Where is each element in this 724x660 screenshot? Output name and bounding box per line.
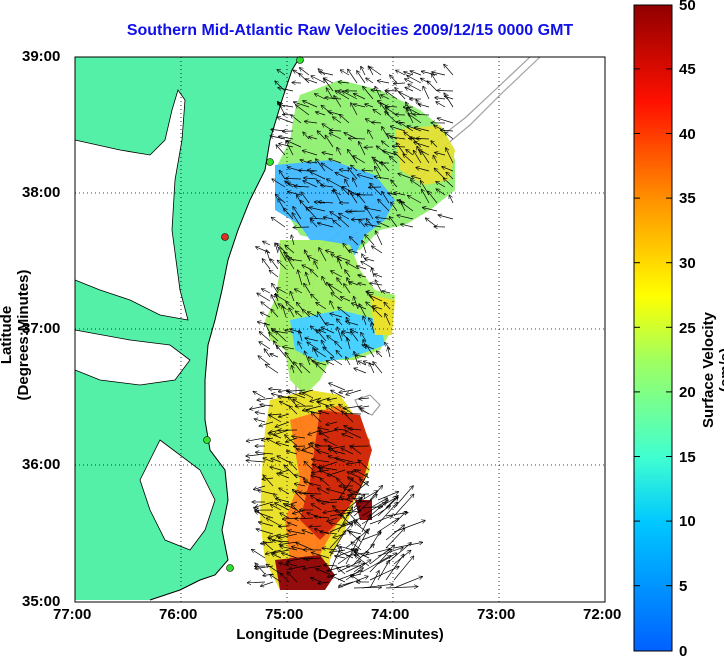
colorbar-tick-label: 50 bbox=[679, 0, 696, 14]
velocity-arrow bbox=[437, 91, 453, 92]
velocity-arrow bbox=[294, 446, 305, 447]
velocity-arrow bbox=[304, 494, 321, 495]
velocity-arrow bbox=[385, 91, 397, 92]
colorbar-tick-label: 30 bbox=[679, 255, 696, 272]
x-tick-label: 77:00 bbox=[53, 606, 91, 623]
velocity-arrow bbox=[359, 502, 369, 503]
velocity-arrow bbox=[349, 211, 365, 212]
colorbar-tick-label: 0 bbox=[679, 643, 687, 660]
x-tick-label: 74:00 bbox=[371, 606, 409, 623]
x-tick-label: 75:00 bbox=[265, 606, 303, 623]
y-tick-label: 36:00 bbox=[22, 456, 60, 473]
y-axis-label: Latitude (Degrees:Minutes) bbox=[0, 245, 32, 425]
colorbar-tick-label: 35 bbox=[679, 190, 696, 207]
y-tick-label: 39:00 bbox=[22, 48, 60, 65]
colorbar-tick-label: 5 bbox=[679, 578, 687, 595]
velocity-arrow bbox=[293, 227, 309, 228]
velocity-arrow bbox=[345, 414, 361, 415]
x-tick-label: 76:00 bbox=[159, 606, 197, 623]
velocity-arrow bbox=[279, 526, 289, 527]
colorbar bbox=[634, 5, 672, 651]
station-marker bbox=[204, 437, 211, 444]
colorbar-tick-label: 40 bbox=[679, 126, 696, 143]
x-tick-label: 73:00 bbox=[477, 606, 515, 623]
station-marker bbox=[267, 159, 274, 166]
x-axis-label: Longitude (Degrees:Minutes) bbox=[75, 626, 605, 643]
colorbar-tick-label: 25 bbox=[679, 320, 696, 337]
station-marker bbox=[222, 234, 229, 241]
colorbar-tick-label: 45 bbox=[679, 61, 696, 78]
x-tick-label: 72:00 bbox=[583, 606, 621, 623]
colorbar-tick-label: 15 bbox=[679, 449, 696, 466]
colorbar-label: Surface Velocity (cm/s) bbox=[700, 290, 724, 450]
colorbar-tick-label: 10 bbox=[679, 513, 696, 530]
station-marker bbox=[297, 57, 304, 64]
station-marker bbox=[227, 565, 234, 572]
colorbar-tick-label: 20 bbox=[679, 384, 696, 401]
y-tick-label: 38:00 bbox=[22, 184, 60, 201]
